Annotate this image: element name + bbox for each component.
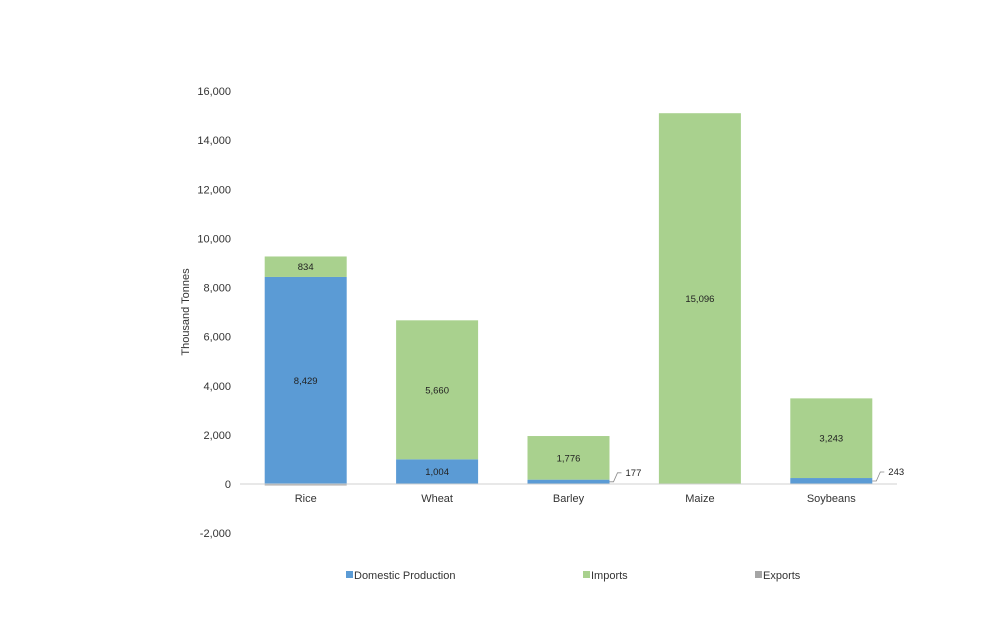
bars [264, 113, 873, 486]
legend-swatch [583, 571, 590, 578]
y-tick-label: -2,000 [200, 528, 231, 540]
data-label-domestic: 1,004 [425, 467, 449, 478]
data-label-imports: 5,660 [425, 385, 449, 396]
y-axis: -2,000 0 2,000 4,000 6,000 8,000 10,000 12,000 1… [197, 86, 231, 540]
y-tick-label: 2,000 [203, 430, 231, 442]
bar-imports-soybeans [790, 398, 873, 479]
y-tick-label: 0 [225, 479, 231, 491]
y-axis-title: Thousand Tonnes [180, 268, 192, 356]
bar-domestic-rice [264, 276, 347, 484]
legend-label: Imports [591, 570, 628, 582]
y-tick-label: 4,000 [203, 381, 231, 393]
data-label-imports: 15,096 [685, 294, 714, 305]
bar-domestic-wheat [396, 459, 479, 484]
y-tick-label: 12,000 [197, 184, 231, 196]
legend: Domestic Production Imports Exports [346, 570, 801, 582]
data-label-leader-line [609, 472, 622, 483]
y-tick-label: 14,000 [197, 135, 231, 147]
legend-label: Domestic Production [354, 570, 456, 582]
bar-imports-barley [527, 436, 610, 480]
x-category-label: Maize [685, 493, 714, 505]
data-label-imports: 3,243 [819, 434, 843, 445]
bar-domestic-soybeans [790, 478, 873, 484]
bar-exports-rice [264, 484, 347, 486]
legend-swatch [346, 571, 353, 578]
x-category-label: Barley [553, 493, 585, 505]
x-category-label: Rice [295, 493, 317, 505]
bar-domestic-barley [527, 479, 610, 484]
data-label-imports: 834 [298, 262, 314, 273]
data-label-domestic: 243 [888, 467, 904, 478]
y-tick-label: 16,000 [197, 86, 231, 98]
y-tick-label: 6,000 [203, 332, 231, 344]
bar-imports-wheat [396, 320, 479, 460]
y-tick-label: 8,000 [203, 283, 231, 295]
legend-label: Exports [763, 570, 801, 582]
data-label-leader-line [872, 471, 885, 482]
data-label-imports: 1,776 [557, 453, 581, 464]
data-labels: 8,429 834 1,004 5,660 177 1,776 15,096 243 3,243 [294, 262, 904, 483]
y-tick-label: 10,000 [197, 233, 231, 245]
data-label-domestic: 8,429 [294, 376, 318, 387]
bar-imports-rice [264, 256, 347, 277]
data-label-domestic: 177 [626, 468, 642, 479]
legend-swatch [755, 571, 762, 578]
x-category-label: Soybeans [807, 493, 856, 505]
x-category-label: Wheat [421, 493, 453, 505]
bar-imports-maize [658, 113, 741, 484]
x-axis-category-labels: Rice Wheat Barley Maize Soybeans [295, 493, 857, 505]
